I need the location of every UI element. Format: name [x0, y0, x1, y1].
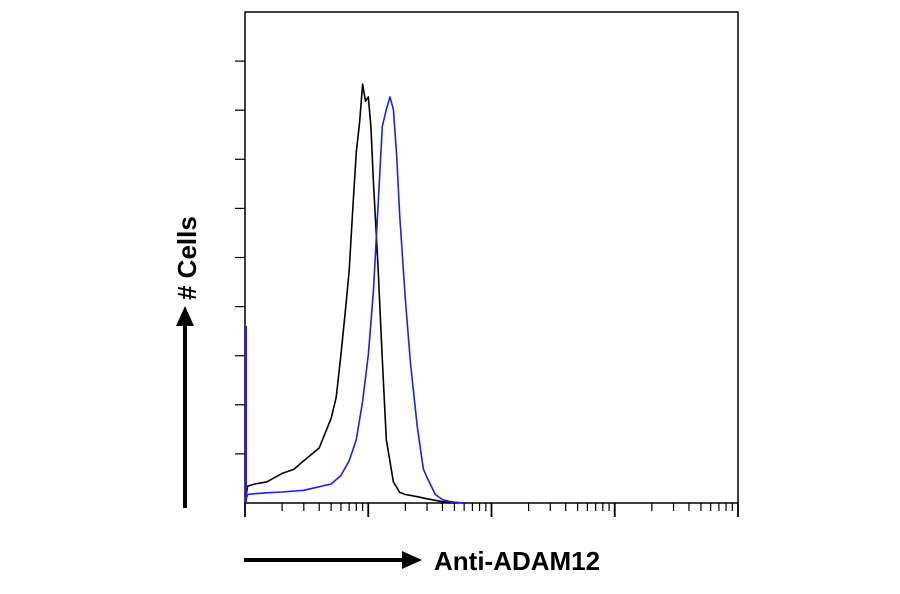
series-line-2 — [244, 96, 465, 504]
plot-frame — [244, 11, 739, 504]
x-axis-arrow-head — [402, 551, 422, 569]
plot-border — [244, 11, 739, 504]
y-axis-label-group: # Cells — [172, 216, 202, 508]
series-line-1 — [244, 83, 465, 504]
series-layer — [244, 83, 465, 504]
x-axis-ticks — [244, 503, 739, 517]
y-axis-label: # Cells — [172, 216, 202, 300]
y-axis-arrow-head — [176, 306, 194, 326]
x-axis-label-group: Anti-ADAM12 — [244, 546, 600, 576]
x-axis-label: Anti-ADAM12 — [434, 546, 600, 576]
y-axis-ticks — [235, 60, 245, 455]
